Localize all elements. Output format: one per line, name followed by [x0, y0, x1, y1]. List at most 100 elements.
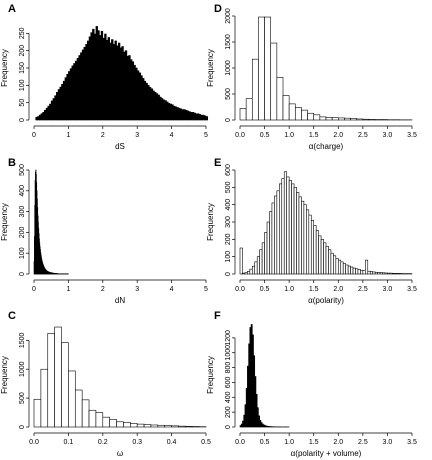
- histogram-bar: [269, 211, 273, 275]
- histogram-bar: [245, 98, 253, 121]
- y-tick-label: 400: [225, 391, 232, 403]
- histogram-bar: [109, 419, 117, 428]
- x-tick-label: 1.5: [309, 286, 319, 293]
- histogram-bar: [360, 269, 364, 275]
- y-tick-label: 300: [225, 216, 232, 228]
- histogram-bar: [357, 269, 361, 275]
- histogram-bar: [399, 273, 403, 275]
- histogram-bar: [350, 118, 358, 121]
- x-tick-label: 2.5: [358, 132, 368, 139]
- x-tick-label: 0.2: [98, 439, 108, 446]
- chart-panel-f: F 0.0 0.5 1.0 1.5 2.0 2.5 3.0 3.5 α(polarity + vo…: [206, 310, 417, 458]
- x-tick-label: 4: [170, 286, 174, 293]
- histogram-bar: [318, 235, 322, 275]
- y-tick-label: 0: [19, 118, 26, 122]
- histogram-bar: [301, 200, 305, 275]
- x-tick-label: 4: [170, 132, 174, 139]
- histogram-bar: [261, 242, 265, 275]
- histogram-bar: [286, 176, 290, 275]
- histogram-bar: [387, 272, 391, 275]
- histogram-bar: [130, 423, 138, 428]
- histogram-bar: [340, 261, 344, 275]
- histogram-bar: [61, 342, 69, 428]
- y-axis-label: Frequency: [0, 203, 9, 241]
- x-tick-label: 2.5: [358, 439, 368, 446]
- x-tick-label: 3.0: [383, 132, 393, 139]
- histogram-bar: [328, 249, 332, 275]
- histogram-bar: [331, 117, 339, 121]
- y-tick-label: 1000: [225, 60, 232, 76]
- x-tick-label: 3.0: [383, 286, 393, 293]
- histogram-bar: [178, 425, 186, 428]
- panel-letter: B: [8, 157, 16, 169]
- y-tick-label: 200: [19, 45, 26, 57]
- histogram-bar: [47, 333, 55, 428]
- histogram-bar: [319, 116, 327, 121]
- x-tick-label: 2.0: [333, 286, 343, 293]
- y-tick-label: 150: [19, 62, 26, 74]
- y-tick-label: 400: [225, 199, 232, 211]
- histogram-bar: [335, 258, 339, 275]
- x-tick-label: 5: [204, 286, 208, 293]
- x-tick-label: 3: [135, 286, 139, 293]
- histogram-bar: [136, 423, 145, 428]
- x-tick-label: 0.1: [64, 439, 74, 446]
- histogram-bar: [306, 209, 310, 275]
- histogram-bar: [254, 261, 258, 275]
- y-tick-label: 100: [19, 247, 26, 259]
- histogram-bar: [303, 204, 307, 275]
- y-tick-label: 1000: [19, 361, 26, 377]
- x-axis-label: ω: [117, 449, 123, 458]
- histogram-bar: [356, 118, 364, 121]
- histogram-bar: [377, 272, 381, 275]
- y-tick-label: 1500: [19, 332, 26, 348]
- x-tick-label: 1.5: [309, 439, 319, 446]
- y-tick-label: 200: [19, 226, 26, 238]
- y-tick-label: 0: [19, 425, 26, 429]
- y-tick-label: 0: [225, 425, 232, 429]
- x-tick-label: 2: [101, 132, 105, 139]
- y-tick-label: 200: [225, 406, 232, 418]
- x-tick-label: 0.0: [235, 286, 245, 293]
- histogram-bar: [242, 272, 246, 275]
- histogram-bar: [276, 77, 284, 121]
- chart-panel-a: A 0 1 2 3 4 5 dS 0 50 100 150 200 250 Frequency: [0, 3, 208, 151]
- histogram-bar: [307, 112, 315, 121]
- y-tick-label: 800: [225, 362, 232, 374]
- y-tick-label: 1500: [225, 34, 232, 50]
- y-tick-label: 2000: [225, 8, 232, 24]
- histogram-bar: [288, 180, 292, 275]
- histogram-bar: [171, 425, 179, 428]
- histogram-bar: [352, 267, 356, 275]
- x-tick-label: 0.5: [260, 439, 270, 446]
- y-axis-label: Frequency: [0, 356, 9, 394]
- y-tick-label: 400: [19, 185, 26, 197]
- x-tick-label: 0.4: [167, 439, 177, 446]
- histogram-bar: [249, 268, 253, 275]
- y-axis-label: Frequency: [206, 203, 215, 241]
- histogram-bar: [365, 259, 369, 275]
- x-tick-label: 1.0: [284, 439, 294, 446]
- histogram-bar: [384, 272, 388, 275]
- histogram-bar: [281, 178, 285, 275]
- histogram-bar: [368, 119, 376, 121]
- chart-panel-e: E 0.0 0.5 1.0 1.5 2.0 2.5 3.0 3.5 α(polarity) 0 100…: [206, 157, 417, 305]
- x-axis-label: α(polarity + volume): [291, 449, 362, 458]
- x-tick-label: 1.0: [284, 286, 294, 293]
- x-tick-label: 5: [204, 132, 208, 139]
- histogram-bar: [344, 117, 351, 121]
- histogram-bar: [320, 239, 324, 275]
- histogram-bar: [244, 272, 248, 275]
- x-tick-label: 0.0: [235, 439, 245, 446]
- histogram-bar: [382, 272, 386, 275]
- x-axis-label: α(polarity): [308, 296, 344, 305]
- histogram-bar: [259, 249, 263, 275]
- x-tick-label: 0.0: [29, 439, 39, 446]
- histogram-bar: [392, 273, 396, 275]
- histogram-bar: [239, 247, 243, 275]
- histogram-bar: [308, 214, 312, 275]
- histogram-bar: [239, 108, 247, 121]
- y-tick-label: 500: [19, 392, 26, 404]
- panel-letter: A: [8, 3, 16, 15]
